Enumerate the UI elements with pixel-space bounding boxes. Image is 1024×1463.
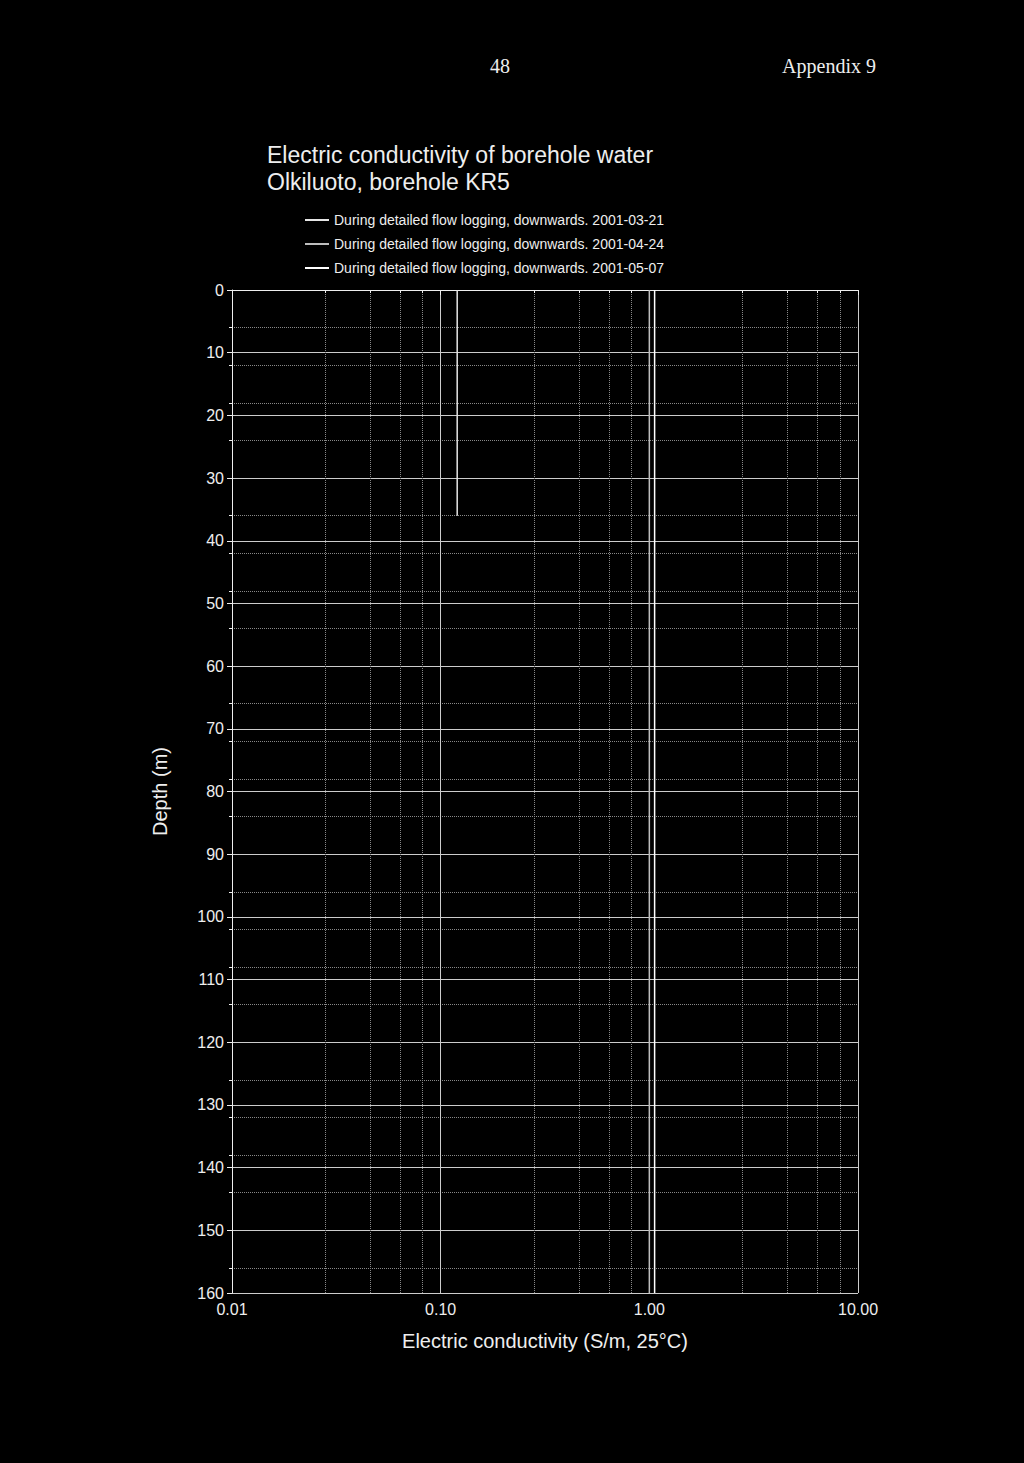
svg-text:0.10: 0.10 (425, 1301, 456, 1318)
svg-text:120: 120 (197, 1034, 224, 1051)
svg-text:70: 70 (206, 720, 224, 737)
svg-text:130: 130 (197, 1096, 224, 1113)
svg-text:Electric conductivity of boreh: Electric conductivity of borehole water (267, 142, 653, 168)
svg-text:150: 150 (197, 1222, 224, 1239)
svg-text:30: 30 (206, 470, 224, 487)
svg-text:1.00: 1.00 (634, 1301, 665, 1318)
svg-text:During detailed flow logging,: During detailed flow logging, downwards.… (334, 260, 664, 276)
svg-text:140: 140 (197, 1159, 224, 1176)
svg-text:Appendix 9: Appendix 9 (782, 55, 876, 78)
svg-text:Olkiluoto, borehole KR5: Olkiluoto, borehole KR5 (267, 169, 510, 195)
svg-text:160: 160 (197, 1285, 224, 1302)
svg-text:Depth (m): Depth (m) (149, 747, 171, 836)
svg-text:80: 80 (206, 783, 224, 800)
svg-text:48: 48 (490, 55, 510, 77)
svg-text:50: 50 (206, 595, 224, 612)
svg-text:40: 40 (206, 532, 224, 549)
svg-text:During detailed flow logging,: During detailed flow logging, downwards.… (334, 236, 664, 252)
svg-text:During detailed flow logging,: During detailed flow logging, downwards.… (334, 212, 664, 228)
svg-text:110: 110 (198, 971, 224, 988)
svg-text:0: 0 (215, 282, 224, 299)
svg-text:10: 10 (206, 344, 224, 361)
svg-text:60: 60 (206, 658, 224, 675)
svg-text:100: 100 (197, 908, 224, 925)
svg-text:10.00: 10.00 (838, 1301, 878, 1318)
svg-text:20: 20 (206, 407, 224, 424)
svg-text:90: 90 (206, 846, 224, 863)
svg-text:0.01: 0.01 (216, 1301, 247, 1318)
svg-text:Electric conductivity (S/m, 25: Electric conductivity (S/m, 25°C) (402, 1330, 688, 1352)
